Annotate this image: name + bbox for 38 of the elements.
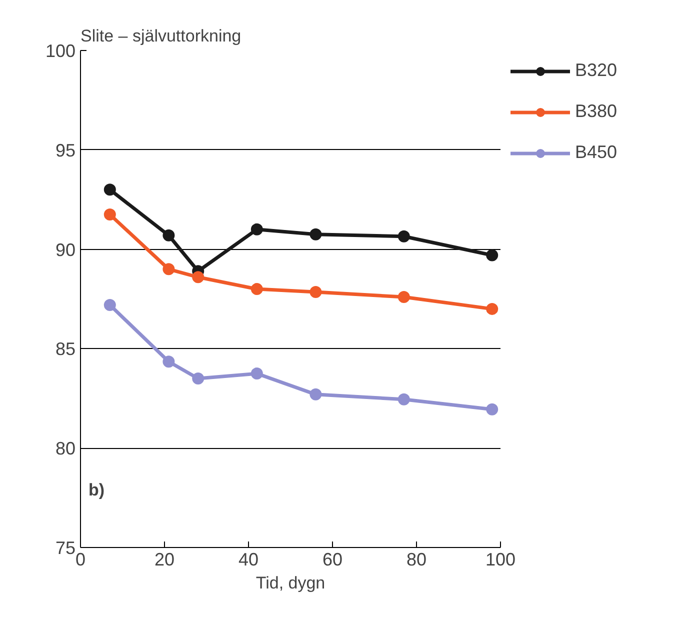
- x-tick-label: 80: [406, 550, 427, 570]
- point: [162, 263, 175, 276]
- point: [162, 356, 175, 368]
- y-tick-label: 80: [55, 438, 76, 459]
- x-tick-label: 20: [154, 550, 175, 570]
- point: [192, 271, 204, 284]
- x-axis-title: Tid, dygn: [256, 574, 326, 592]
- point: [398, 393, 410, 406]
- y-tick-label: 100: [45, 41, 76, 61]
- point: [250, 223, 263, 236]
- point: [310, 228, 322, 240]
- legend-label: B450: [575, 142, 618, 163]
- x-tick-label: 60: [322, 550, 343, 570]
- legend-label: B380: [575, 101, 618, 122]
- x-tick-label: 0: [75, 550, 86, 570]
- point: [104, 208, 116, 220]
- chart-title: Slite – självuttorkning: [80, 26, 242, 46]
- point: [250, 368, 263, 380]
- point: [398, 230, 410, 242]
- point: [162, 229, 175, 242]
- point: [310, 286, 322, 298]
- annotation: b): [88, 480, 105, 500]
- point: [398, 291, 410, 303]
- y-tick-label: 75: [55, 538, 76, 558]
- legend-label: B320: [575, 60, 618, 81]
- x-tick-label: 100: [485, 550, 516, 570]
- y-tick-label: 95: [55, 140, 76, 160]
- y-tick-label: 90: [55, 240, 76, 260]
- point: [192, 372, 204, 385]
- x-tick-label: 40: [238, 550, 259, 570]
- point: [486, 403, 498, 416]
- point: [250, 283, 263, 296]
- y-tick-label: 85: [55, 339, 76, 360]
- point: [486, 302, 498, 315]
- point: [104, 184, 116, 196]
- point: [104, 298, 116, 311]
- point: [310, 388, 322, 400]
- point: [486, 249, 498, 262]
